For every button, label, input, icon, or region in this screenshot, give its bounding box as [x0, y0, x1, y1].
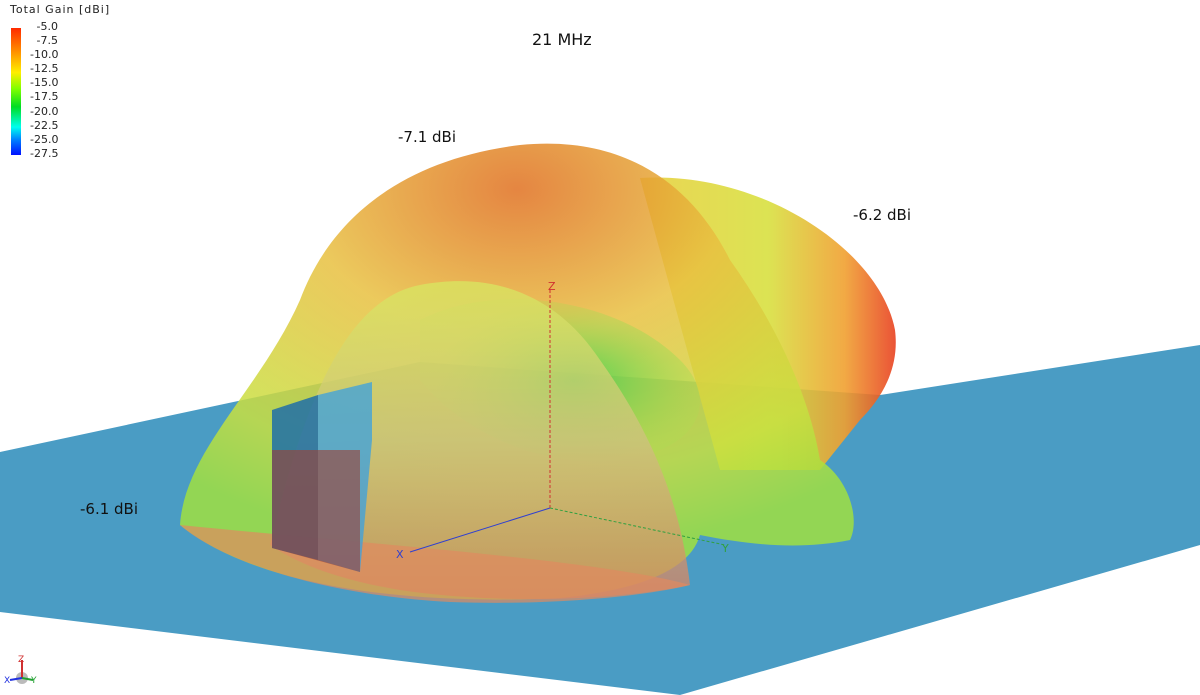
x-axis-label: X [396, 548, 404, 561]
tick-label: -15.0 [30, 76, 59, 90]
y-axis-label: Y [721, 542, 729, 555]
tick-label: -7.5 [36, 34, 58, 48]
triad-z-label: Z [18, 655, 24, 665]
colorbar [11, 28, 21, 155]
tick-label: -20.0 [30, 104, 59, 118]
tick-label: -25.0 [30, 132, 59, 146]
triad-x-label: X [4, 676, 10, 686]
tick-label: -5.0 [36, 20, 58, 33]
front-lobe [270, 281, 690, 600]
frequency-title: 21 MHz [532, 30, 592, 49]
colorbar-legend: Total Gain [dBi] -5.0 -7.5 -10.0 -12.5 -… [10, 3, 111, 160]
tick-label: -12.5 [30, 62, 59, 76]
antenna-structure-red [272, 450, 360, 572]
triad-y-label: Y [30, 676, 37, 686]
gain-annotation-left: -6.1 dBi [80, 500, 139, 518]
gain-annotation-top: -7.1 dBi [398, 128, 457, 146]
tick-label: -22.5 [30, 118, 59, 132]
gain-annotation-right: -6.2 dBi [853, 206, 912, 224]
tick-label: -27.5 [30, 146, 59, 160]
colorbar-ticks: -5.0 -7.5 -10.0 -12.5 -15.0 -17.5 -20.0 … [30, 20, 58, 161]
legend-title: Total Gain [dBi] [10, 3, 111, 16]
x-axis-line [409, 507, 551, 553]
tick-label: -10.0 [30, 48, 59, 62]
tick-label: -17.5 [30, 90, 59, 104]
axis-triad[interactable]: Z X Y [4, 655, 37, 686]
z-axis-label: Z [548, 280, 556, 293]
